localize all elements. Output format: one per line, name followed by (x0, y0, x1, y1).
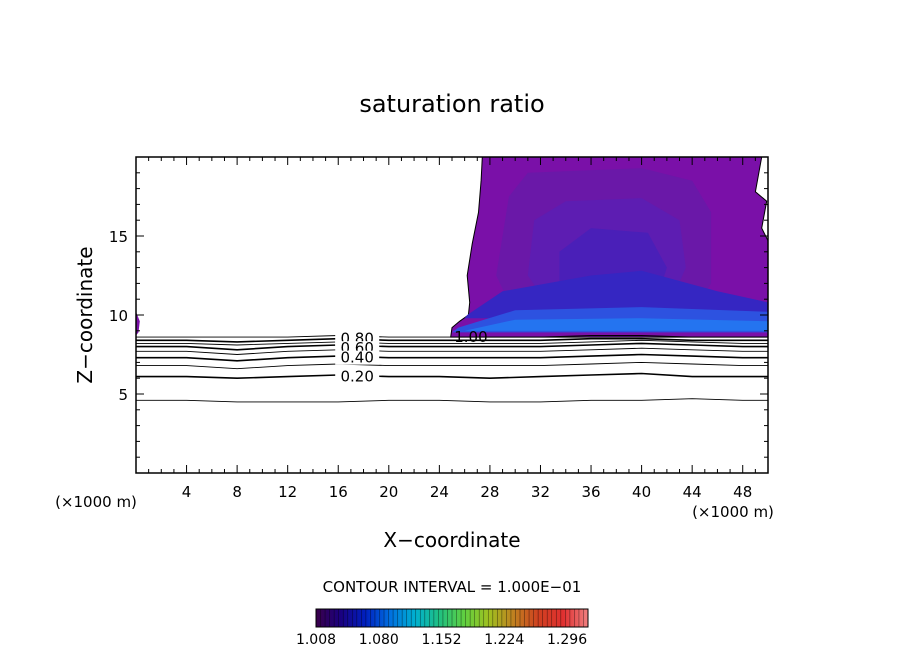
x-axis-label: X−coordinate (383, 528, 520, 552)
x-tick-label: 40 (632, 483, 651, 501)
chart-title: saturation ratio (359, 90, 544, 118)
contour-line-0.6 (136, 342, 768, 351)
contour-line-0.2 (136, 372, 768, 380)
y-axis-label: Z−coordinate (73, 246, 97, 383)
contour-line-0.1 (136, 398, 768, 403)
y-tick-label: 5 (118, 386, 128, 404)
x-tick-label: 48 (733, 483, 752, 501)
cloud-fill-3 (464, 270, 768, 319)
y-tick-label: 10 (109, 307, 128, 325)
contour-label-bg (335, 369, 380, 384)
contour-interval-text: CONTOUR INTERVAL = 1.000E−01 (323, 578, 582, 596)
contour-line-0.4 (136, 353, 768, 362)
left-edge-cloud (136, 311, 140, 336)
colorbar-tick-label: 1.080 (359, 632, 399, 648)
x-tick-label: 44 (683, 483, 702, 501)
contour-line-0.3 (136, 361, 768, 370)
x-tick-label: 28 (480, 483, 499, 501)
contour-label: 1.00 (454, 328, 487, 346)
colorbar: 1.008 1.080 1.152 1.224 1.296 (296, 608, 589, 648)
colorbar-tick-label: 1.224 (484, 632, 524, 648)
contour-lines (136, 335, 768, 403)
contour-line-0.7 (136, 339, 768, 346)
x-tick-label: 8 (232, 483, 242, 501)
x-tick-label: 36 (581, 483, 600, 501)
contour-label: 0.40 (340, 349, 373, 367)
contour-label-bg (335, 350, 380, 365)
x-tick-label: 32 (531, 483, 550, 501)
x-unit-label-right: (×1000 m) (692, 503, 774, 521)
x-tick-label: 24 (430, 483, 449, 501)
supersaturated-fill (136, 156, 769, 338)
contour-line-0.8 (136, 337, 768, 343)
x-tick-label: 4 (182, 483, 192, 501)
colorbar-tick-label: 1.008 (296, 632, 336, 648)
colorbar-tick-label: 1.296 (547, 632, 587, 648)
x-unit-label: (×1000 m) (55, 493, 137, 511)
x-tick-label: 16 (329, 483, 348, 501)
contour-labels: 0.800.600.400.201.00 (335, 328, 488, 386)
x-tick-label: 12 (278, 483, 297, 501)
contour-label: 0.20 (340, 368, 373, 386)
x-tick-label: 20 (379, 483, 398, 501)
contour-line-0.5 (136, 347, 768, 355)
y-tick-label: 15 (109, 228, 128, 246)
contour-line-0.9 (136, 335, 768, 338)
colorbar-tick-label: 1.152 (421, 632, 461, 648)
cloud-fill-5 (464, 318, 768, 331)
